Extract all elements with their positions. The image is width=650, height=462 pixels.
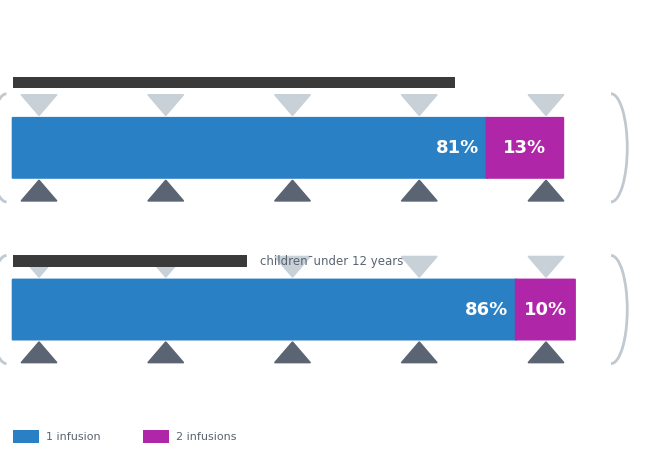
Polygon shape <box>148 256 184 277</box>
Text: 2 infusions: 2 infusions <box>176 432 236 442</box>
Text: 10%: 10% <box>524 301 567 318</box>
Text: 86%: 86% <box>465 301 508 318</box>
Text: children¯under 12 years: children¯under 12 years <box>260 255 404 267</box>
Polygon shape <box>274 95 311 116</box>
Polygon shape <box>148 95 184 116</box>
Polygon shape <box>21 256 57 277</box>
Polygon shape <box>148 342 184 363</box>
Polygon shape <box>402 256 437 277</box>
Bar <box>13 430 39 443</box>
FancyBboxPatch shape <box>515 279 576 340</box>
Polygon shape <box>274 342 311 363</box>
Polygon shape <box>402 342 437 363</box>
Text: 13%: 13% <box>503 139 547 157</box>
Polygon shape <box>148 180 184 201</box>
Text: 81%: 81% <box>436 139 479 157</box>
FancyBboxPatch shape <box>12 279 517 340</box>
Bar <box>13 77 455 88</box>
FancyBboxPatch shape <box>486 117 564 179</box>
FancyBboxPatch shape <box>12 117 488 179</box>
Bar <box>13 255 247 267</box>
Polygon shape <box>402 180 437 201</box>
Bar <box>143 430 169 443</box>
Polygon shape <box>21 342 57 363</box>
Polygon shape <box>274 256 311 277</box>
Polygon shape <box>528 256 564 277</box>
Polygon shape <box>21 180 57 201</box>
Polygon shape <box>402 95 437 116</box>
Polygon shape <box>528 342 564 363</box>
Text: 1 infusion: 1 infusion <box>46 432 100 442</box>
Polygon shape <box>528 95 564 116</box>
Polygon shape <box>528 180 564 201</box>
Polygon shape <box>21 95 57 116</box>
Polygon shape <box>274 180 311 201</box>
